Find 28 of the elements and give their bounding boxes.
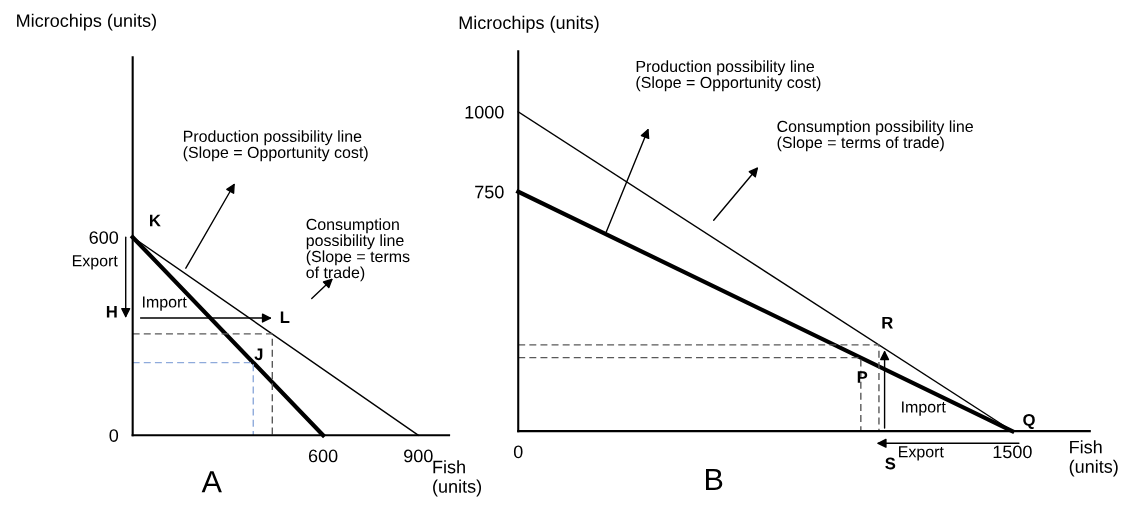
annotation: Production possibility line (Slope = Opportunity cost) [636, 60, 821, 92]
text: S [885, 457, 896, 470]
annotation: P [857, 371, 868, 383]
y-tick-label: 1000 [465, 105, 504, 119]
y-tick-label: 750 [475, 185, 504, 199]
annotation: Consumption possibility line (Slope = terms of trade) [306, 218, 410, 282]
annotation: Consumption possibility line (Slope = terms of trade) [777, 120, 973, 152]
annotation: Import [902, 401, 946, 416]
x-tick-label: 0 [513, 445, 523, 459]
text: Export [72, 255, 118, 270]
x-axis-title: Fish (units) [1069, 440, 1118, 477]
text: Export [899, 446, 944, 461]
text: A [201, 471, 222, 493]
annotation: R [882, 316, 893, 329]
x-axis-title: Fish (units) [433, 460, 482, 497]
annotation: Q [1023, 414, 1035, 429]
annotation: Import [143, 296, 187, 311]
x-tick-label: 1500 [993, 445, 1032, 459]
text: H [106, 306, 117, 318]
y-axis-title: Microchips (units) [459, 15, 599, 33]
y-axis-title: Microchips (units) [17, 13, 156, 31]
annotation: L [280, 311, 290, 323]
text: B [706, 468, 723, 490]
annotation: J [254, 348, 263, 361]
annotation: Production possibility line (Slope = Opportunity cost) [183, 130, 368, 162]
x-tick-label: 900 [404, 449, 433, 463]
x-tick-label: 600 [308, 449, 338, 463]
annotation: K [150, 214, 161, 227]
